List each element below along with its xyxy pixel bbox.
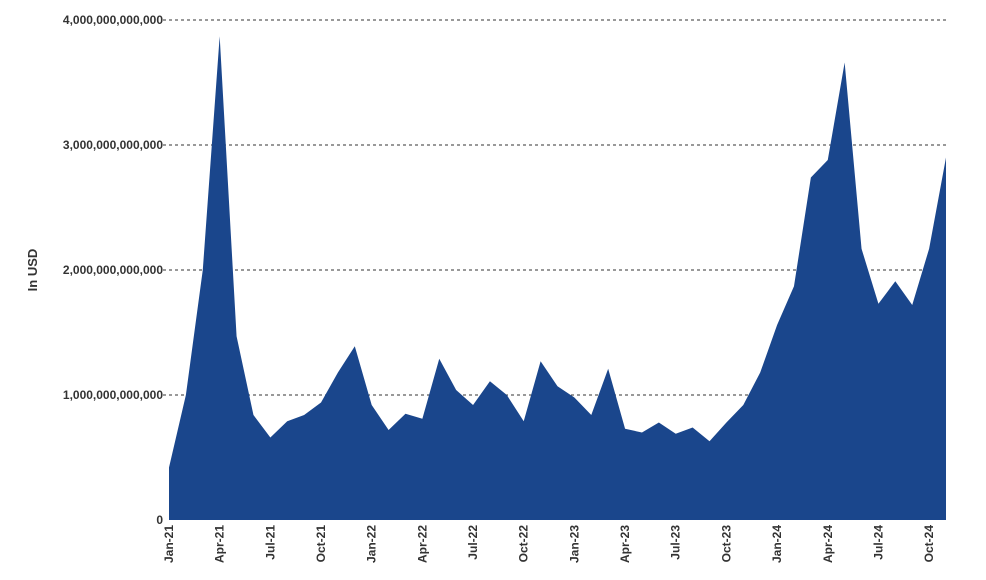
x-tick-label: Apr-21 — [213, 525, 227, 563]
y-axis: 0 1,000,000,000,000 2,000,000,000,000 3,000… — [63, 13, 163, 527]
x-axis: Jan-21 Apr-21 Jul-21 Oct-21 Jan-22 Apr-22 Jul-… — [162, 525, 936, 563]
y-tick-label: 4,000,000,000,000 — [63, 13, 163, 27]
x-tick-label: Oct-23 — [719, 525, 733, 563]
x-tick-label: Apr-24 — [821, 525, 835, 563]
y-tick-label: 1,000,000,000,000 — [63, 388, 163, 402]
y-tick-label: 3,000,000,000,000 — [63, 138, 163, 152]
x-tick-label: Jan-24 — [770, 525, 784, 563]
y-tick-label: 2,000,000,000,000 — [63, 263, 163, 277]
x-tick-label: Apr-22 — [415, 525, 429, 563]
x-tick-label: Jan-21 — [162, 525, 176, 563]
x-tick-label: Oct-24 — [922, 525, 936, 563]
x-tick-label: Jul-22 — [466, 525, 480, 560]
y-axis-title: In USD — [25, 249, 40, 292]
x-tick-label: Apr-23 — [618, 525, 632, 563]
area-series — [169, 36, 946, 520]
x-tick-label: Oct-21 — [314, 525, 328, 563]
x-tick-label: Jul-24 — [871, 525, 885, 560]
y-tick-label: 0 — [156, 513, 163, 527]
x-tick-label: Jul-23 — [669, 525, 683, 560]
x-tick-label: Jul-21 — [263, 525, 277, 560]
x-tick-label: Jan-23 — [567, 525, 581, 563]
x-tick-label: Oct-22 — [517, 525, 531, 563]
x-tick-label: Jan-22 — [365, 525, 379, 563]
